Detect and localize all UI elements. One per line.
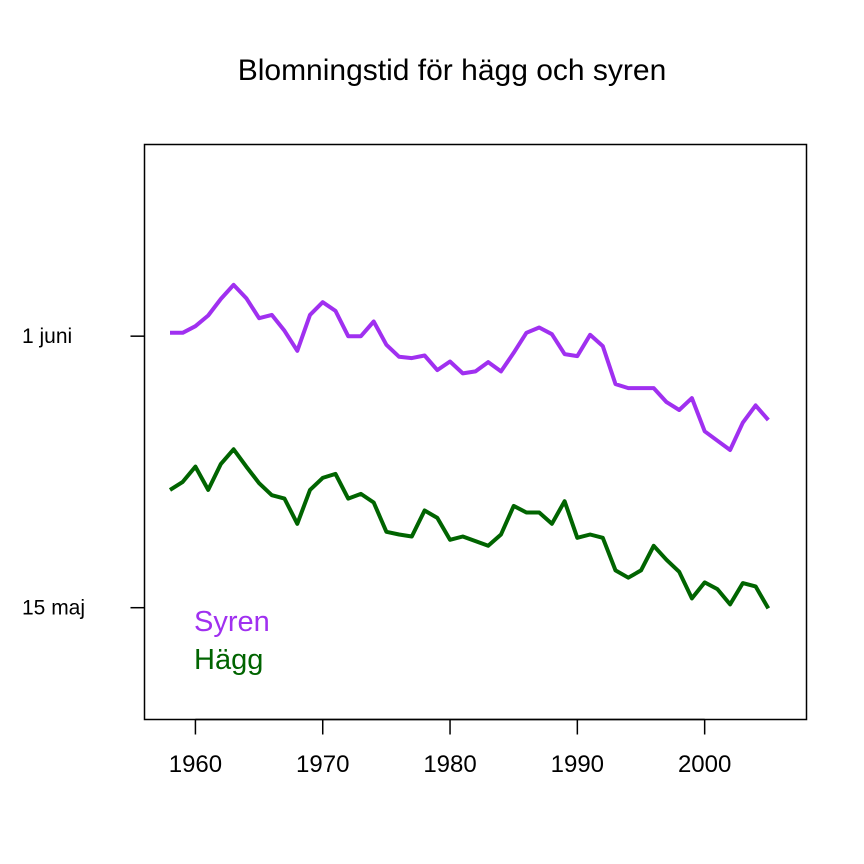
series-lines xyxy=(168,282,771,610)
legend-entry-syren: Syren xyxy=(194,606,270,638)
legend: Syren Hägg xyxy=(194,606,270,676)
y-tick-label: 1 juni xyxy=(22,325,72,348)
x-tick-label: 1990 xyxy=(551,751,604,778)
chart-title: Blomningstid för hägg och syren xyxy=(238,54,667,87)
series-line-hagg xyxy=(168,447,771,610)
x-tick-label: 1960 xyxy=(169,751,222,778)
series-line-syren xyxy=(170,282,770,452)
y-axis: 1 juni 15 maj xyxy=(22,325,145,620)
x-tick-label: 1970 xyxy=(296,751,349,778)
legend-entry-hagg: Hägg xyxy=(194,644,263,676)
x-axis: 1960 1970 1980 1990 2000 xyxy=(169,718,731,778)
x-tick-label: 1980 xyxy=(423,751,476,778)
x-tick-label: 2000 xyxy=(678,751,731,778)
y-tick-label: 15 maj xyxy=(22,597,85,620)
